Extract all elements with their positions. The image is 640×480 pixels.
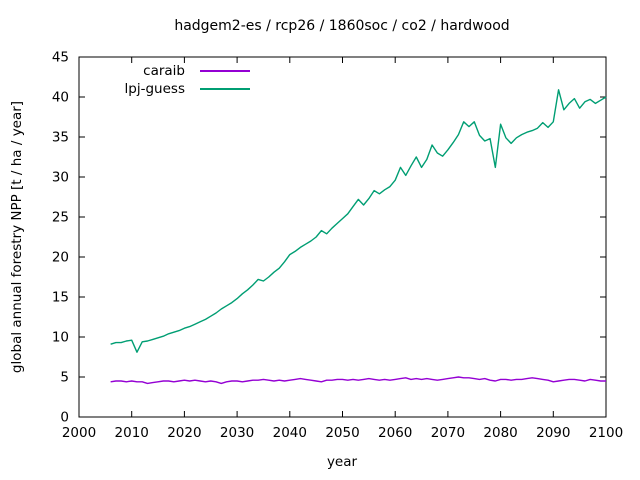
legend-label-caraib: caraib xyxy=(143,63,185,79)
plot-border xyxy=(78,56,607,418)
legend-line-sample-caraib xyxy=(200,70,250,72)
y-tick-label: 45 xyxy=(52,50,69,66)
x-tick-label: 2100 xyxy=(589,425,623,441)
x-tick-label: 2090 xyxy=(536,425,570,441)
series-line-caraib xyxy=(110,376,606,385)
y-tick-label: 30 xyxy=(52,170,69,186)
y-axis-label: global annual forestry NPP [t / ha / yea… xyxy=(9,100,25,374)
x-tick-label: 2010 xyxy=(115,425,149,441)
chart-title-text: hadgem2-es / rcp26 / 1860soc / co2 / har… xyxy=(174,18,510,34)
y-tick-label: 0 xyxy=(60,410,69,426)
x-tick-label: 2040 xyxy=(273,425,307,441)
y-tick-label: 10 xyxy=(52,330,69,346)
x-tick-label: 2070 xyxy=(431,425,465,441)
legend: caraib lpj-guess xyxy=(100,62,250,98)
legend-label-lpj-guess: lpj-guess xyxy=(124,81,185,97)
x-tick-label: 2060 xyxy=(378,425,412,441)
series-line-lpj-guess xyxy=(110,89,607,353)
x-tick-label: 2000 xyxy=(62,425,96,441)
y-tick-label: 40 xyxy=(52,90,69,106)
legend-line-sample-lpj-guess xyxy=(200,88,250,90)
y-tick-label: 15 xyxy=(52,290,69,306)
legend-entry-lpj-guess: lpj-guess xyxy=(100,80,250,98)
y-tick-label: 35 xyxy=(52,130,69,146)
y-tick-label: 5 xyxy=(60,370,69,386)
x-tick-label: 2020 xyxy=(167,425,201,441)
x-axis-label: year xyxy=(326,454,358,470)
y-tick-label: 20 xyxy=(52,250,69,266)
y-tick-label: 25 xyxy=(52,210,69,226)
x-tick-label: 2030 xyxy=(220,425,254,441)
x-tick-label: 2050 xyxy=(325,425,359,441)
legend-entry-caraib: caraib xyxy=(100,62,250,80)
x-tick-label: 2080 xyxy=(483,425,517,441)
